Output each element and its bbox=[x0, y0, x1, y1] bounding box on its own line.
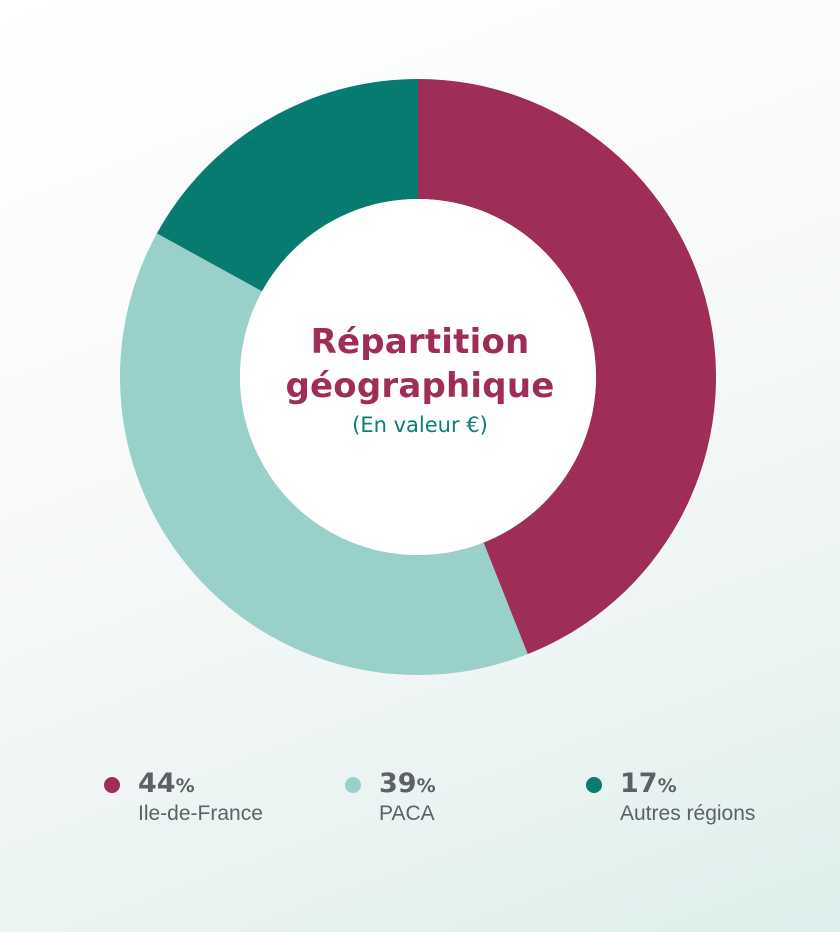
donut-chart bbox=[120, 79, 716, 675]
chart-subtitle: (En valeur €) bbox=[352, 413, 488, 437]
legend: 44% Ile-de-France 39% PACA 17% Autres ré… bbox=[0, 768, 840, 848]
legend-label-paca: PACA bbox=[379, 802, 435, 825]
legend-dot-paca bbox=[345, 777, 361, 793]
legend-percent-autres-regions: 17% bbox=[620, 768, 677, 799]
legend-percent-ile-de-france: 44% bbox=[138, 768, 195, 799]
chart-title-line-2: géographique bbox=[285, 366, 555, 406]
donut-slice-ile-de-france bbox=[418, 79, 716, 655]
legend-percent-paca: 39% bbox=[379, 768, 436, 799]
legend-dot-ile-de-france bbox=[104, 777, 120, 793]
chart-title-line-1: Répartition bbox=[310, 322, 530, 362]
legend-label-autres-regions: Autres régions bbox=[620, 802, 756, 825]
donut-slice-autres-r-gions bbox=[156, 79, 419, 292]
legend-label-ile-de-france: Ile-de-France bbox=[138, 802, 263, 825]
chart-center-label: Répartition géographique (En valeur €) bbox=[270, 320, 570, 440]
donut-hole bbox=[240, 199, 596, 555]
donut-slice-paca bbox=[120, 233, 528, 675]
legend-dot-autres-regions bbox=[586, 777, 602, 793]
